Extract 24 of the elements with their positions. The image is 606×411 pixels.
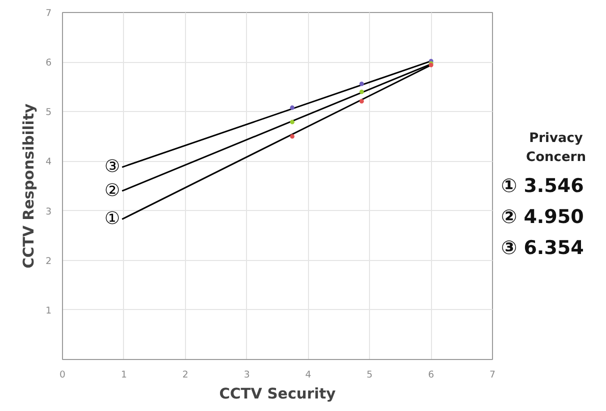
- text: ② 4.950: [501, 205, 585, 230]
- series-label: ②: [104, 180, 120, 201]
- x-tick-label: 6: [428, 370, 434, 380]
- text: ① 3.546: [501, 174, 585, 200]
- y-tick-label: 4: [46, 156, 52, 168]
- y-tick-label: 5: [46, 107, 52, 118]
- x-tick-label: 4: [305, 370, 312, 380]
- x-tick-label: 0: [60, 370, 66, 380]
- x-tick-label: 3: [244, 370, 250, 380]
- y-tick-label: 3: [46, 206, 52, 218]
- y-axis-title: CCTV Responsibility: [20, 103, 38, 268]
- text: Privacy Concern: [525, 130, 587, 167]
- y-tick-label: 7: [46, 8, 52, 19]
- x-tick-label: 5: [366, 370, 373, 380]
- y-tick-label: 6: [46, 58, 52, 69]
- x-tick-label: 7: [490, 370, 496, 380]
- series-label: ③: [104, 157, 120, 178]
- x-tick-label: 2: [182, 370, 188, 380]
- x-axis-title: CCTV Security: [219, 386, 336, 402]
- y-tick-label: 2: [46, 256, 52, 267]
- x-tick-label: 1: [120, 370, 127, 380]
- text: ③ 6.354: [501, 236, 585, 262]
- y-tick-label: 1: [46, 305, 52, 316]
- series-label: ①: [104, 209, 120, 230]
